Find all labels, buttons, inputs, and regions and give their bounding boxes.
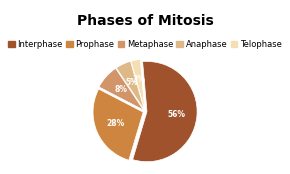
Text: 3%: 3% xyxy=(133,75,146,84)
Text: 28%: 28% xyxy=(106,119,125,128)
Text: 5%: 5% xyxy=(125,78,138,87)
Wedge shape xyxy=(131,60,145,109)
Wedge shape xyxy=(99,68,144,110)
Text: 56%: 56% xyxy=(168,110,186,119)
Text: Phases of Mitosis: Phases of Mitosis xyxy=(77,14,213,28)
Wedge shape xyxy=(116,61,144,110)
Text: 8%: 8% xyxy=(115,85,128,94)
Wedge shape xyxy=(133,61,197,162)
Wedge shape xyxy=(93,89,143,160)
Legend: Interphase, Prophase, Metaphase, Anaphase, Telophase: Interphase, Prophase, Metaphase, Anaphas… xyxy=(8,39,282,50)
